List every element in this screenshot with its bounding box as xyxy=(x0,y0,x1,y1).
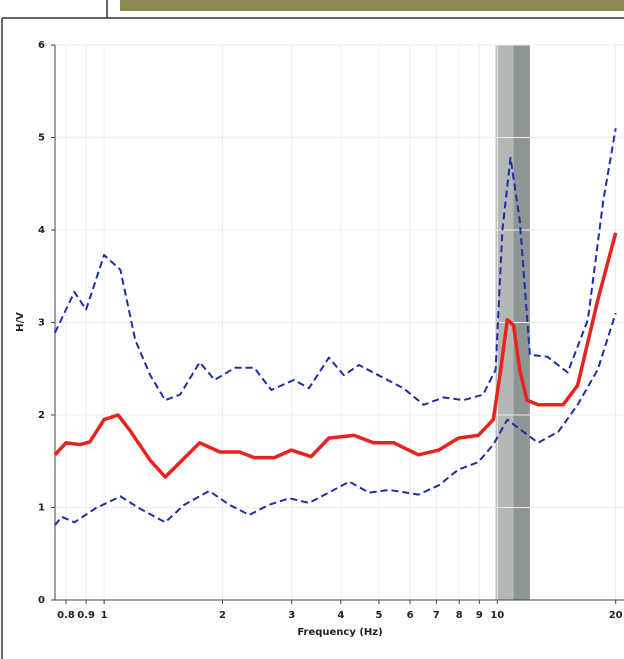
series-line xyxy=(53,232,618,479)
x-tick-label: 5 xyxy=(375,610,382,621)
y-tick-label: 6 xyxy=(38,40,45,51)
y-tick-label: 1 xyxy=(38,503,45,514)
x-tick-label: 10 xyxy=(490,610,504,621)
y-axis-title: H/V xyxy=(15,312,26,332)
y-tick-label: 0 xyxy=(38,595,45,606)
x-tick-label: 1 xyxy=(101,610,108,621)
x-axis-title: Frequency (Hz) xyxy=(297,627,382,638)
x-tick-label: 3 xyxy=(288,610,295,621)
x-tick-label: 2 xyxy=(219,610,226,621)
series-line xyxy=(54,128,617,406)
y-tick-label: 3 xyxy=(38,318,45,329)
plot: 0 1 2 3 4 5 6 0.8 0.9 1 2 3 4 5 6 7 8 9 10 20 xyxy=(38,40,624,621)
x-tick-label: 4 xyxy=(337,610,344,621)
photo-strip xyxy=(120,0,624,11)
y-tick-label: 5 xyxy=(38,133,45,144)
x-tick-label: 6 xyxy=(407,610,414,621)
series-line xyxy=(54,312,617,526)
x-tick-label: 7 xyxy=(433,610,440,621)
x-tick-label: 9 xyxy=(476,610,483,621)
y-tick-label: 2 xyxy=(38,410,45,421)
x-tick-label: 0.8 xyxy=(57,610,75,621)
y-tick-label: 4 xyxy=(38,225,45,236)
x-tick-label: 20 xyxy=(609,610,623,621)
x-tick-label: 0.9 xyxy=(77,610,95,621)
x-tick-label: 8 xyxy=(456,610,463,621)
